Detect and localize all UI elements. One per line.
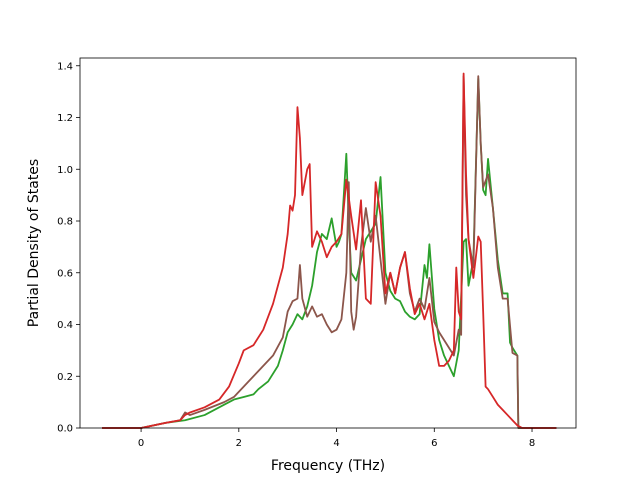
y-tick-label: 0.4 — [57, 320, 73, 331]
series-line-0 — [101, 77, 557, 429]
x-axis-ticks: 0 2 4 6 8 — [138, 428, 535, 449]
x-tick-label: 2 — [236, 438, 242, 449]
y-axis-ticks: 0.0 0.2 0.4 0.6 0.8 1.0 1.2 1.4 — [57, 61, 80, 435]
y-tick-label: 0.2 — [57, 372, 73, 383]
y-tick-label: 1.2 — [57, 113, 73, 124]
series-layer — [101, 72, 557, 429]
x-tick-label: 6 — [431, 438, 437, 449]
series-line-2 — [101, 72, 557, 429]
y-axis-label: Partial Density of States — [26, 159, 42, 327]
x-tick-label: 8 — [529, 438, 535, 449]
plot-frame — [79, 57, 577, 429]
y-tick-label: 0.0 — [57, 424, 73, 435]
x-axis-label: Frequency (THz) — [271, 458, 385, 474]
x-tick-label: 0 — [138, 438, 144, 449]
y-tick-label: 1.0 — [57, 165, 73, 176]
y-tick-label: 0.6 — [57, 268, 73, 279]
x-tick-label: 4 — [333, 438, 339, 449]
y-tick-label: 0.8 — [57, 217, 73, 228]
y-tick-label: 1.4 — [57, 61, 73, 72]
series-line-1 — [101, 75, 557, 429]
